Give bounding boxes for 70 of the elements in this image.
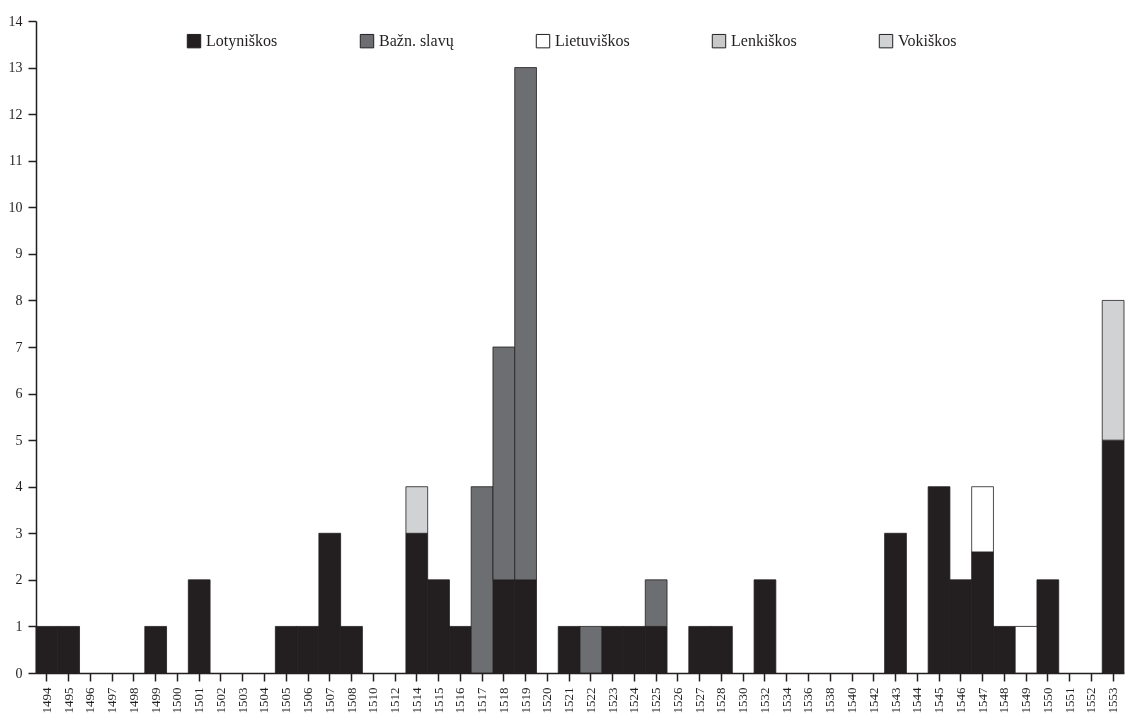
legend-label: Lenkiškos bbox=[731, 32, 797, 50]
x-tick-label: 1497 bbox=[104, 687, 120, 714]
y-tick-label: 9 bbox=[15, 246, 23, 262]
x-tick-label: 1503 bbox=[234, 687, 250, 714]
x-tick-label: 1496 bbox=[82, 687, 98, 714]
x-tick-label: 1506 bbox=[300, 687, 315, 714]
x-tick-label: 1536 bbox=[800, 687, 816, 714]
x-tick-label: 1501 bbox=[191, 687, 207, 714]
x-tick-label: 1549 bbox=[1018, 687, 1034, 714]
x-tick-label: 1500 bbox=[169, 687, 185, 714]
x-tick-label: 1545 bbox=[931, 687, 947, 714]
x-tick-label: 1553 bbox=[1105, 687, 1121, 714]
x-tick-label: 1495 bbox=[60, 687, 76, 714]
x-tick-label: 1505 bbox=[278, 687, 294, 714]
y-tick-label: 11 bbox=[9, 153, 23, 169]
x-tick-label: 1542 bbox=[865, 687, 881, 714]
y-tick-label: 0 bbox=[15, 665, 23, 681]
x-tick-label: 1516 bbox=[452, 687, 468, 714]
x-tick-label: 1494 bbox=[38, 687, 54, 714]
x-tick-label: 1527 bbox=[691, 687, 707, 714]
x-tick-label: 1538 bbox=[822, 687, 838, 714]
x-tick-label: 1512 bbox=[387, 687, 403, 714]
y-tick-label: 1 bbox=[15, 618, 23, 634]
x-tick-label: 1546 bbox=[952, 687, 968, 714]
y-tick-label: 6 bbox=[15, 386, 23, 402]
x-tick-label: 1507 bbox=[321, 687, 337, 714]
y-tick-label: 8 bbox=[15, 292, 23, 308]
x-tick-label: 1544 bbox=[909, 687, 925, 714]
x-tick-label: 1515 bbox=[430, 687, 446, 714]
x-tick-label: 1517 bbox=[474, 687, 490, 714]
x-tick-label: 1550 bbox=[1039, 687, 1055, 714]
y-tick-label: 14 bbox=[8, 13, 23, 29]
y-tick-label: 7 bbox=[15, 339, 23, 355]
y-tick-label: 4 bbox=[15, 479, 23, 495]
legend-label: Vokiškos bbox=[898, 32, 957, 50]
x-tick-label: 1522 bbox=[582, 687, 598, 714]
x-tick-label: 1540 bbox=[844, 687, 859, 714]
y-tick-label: 10 bbox=[8, 199, 23, 215]
x-tick-label: 1524 bbox=[626, 687, 642, 714]
x-tick-label: 1504 bbox=[256, 687, 272, 714]
x-tick-label: 1534 bbox=[778, 687, 794, 714]
x-tick-label: 1552 bbox=[1083, 687, 1099, 714]
x-tick-label: 1499 bbox=[147, 687, 163, 714]
x-tick-label: 1514 bbox=[408, 687, 424, 714]
legend-label: Lotyniškos bbox=[206, 32, 278, 51]
x-tick-label: 1532 bbox=[756, 687, 772, 714]
y-tick-label: 3 bbox=[15, 525, 23, 541]
x-tick-label: 1528 bbox=[713, 687, 729, 714]
x-tick-label: 1502 bbox=[212, 687, 228, 714]
x-tick-label: 1523 bbox=[604, 687, 620, 714]
x-tick-label: 1518 bbox=[495, 687, 511, 714]
y-tick-label: 12 bbox=[8, 106, 23, 122]
x-tick-label: 1543 bbox=[887, 687, 903, 714]
legend-label: Bažn. slavų bbox=[379, 32, 455, 51]
x-tick-label: 1510 bbox=[365, 687, 381, 714]
x-tick-label: 1530 bbox=[735, 687, 751, 714]
x-tick-label: 1525 bbox=[648, 687, 664, 714]
x-tick-label: 1519 bbox=[517, 687, 533, 714]
x-tick-label: 1547 bbox=[974, 687, 990, 714]
x-tick-label: 1498 bbox=[125, 687, 141, 714]
x-tick-label: 1521 bbox=[561, 687, 577, 714]
x-tick-label: 1520 bbox=[539, 687, 555, 714]
legend-label: Lietuviškos bbox=[555, 32, 630, 50]
x-tick-label: 1548 bbox=[996, 687, 1012, 714]
y-tick-label: 2 bbox=[15, 572, 23, 588]
x-tick-label: 1551 bbox=[1061, 687, 1077, 714]
y-tick-label: 13 bbox=[8, 60, 23, 76]
x-tick-label: 1508 bbox=[343, 687, 359, 714]
y-tick-label: 5 bbox=[15, 432, 23, 448]
x-tick-label: 1526 bbox=[669, 687, 685, 714]
